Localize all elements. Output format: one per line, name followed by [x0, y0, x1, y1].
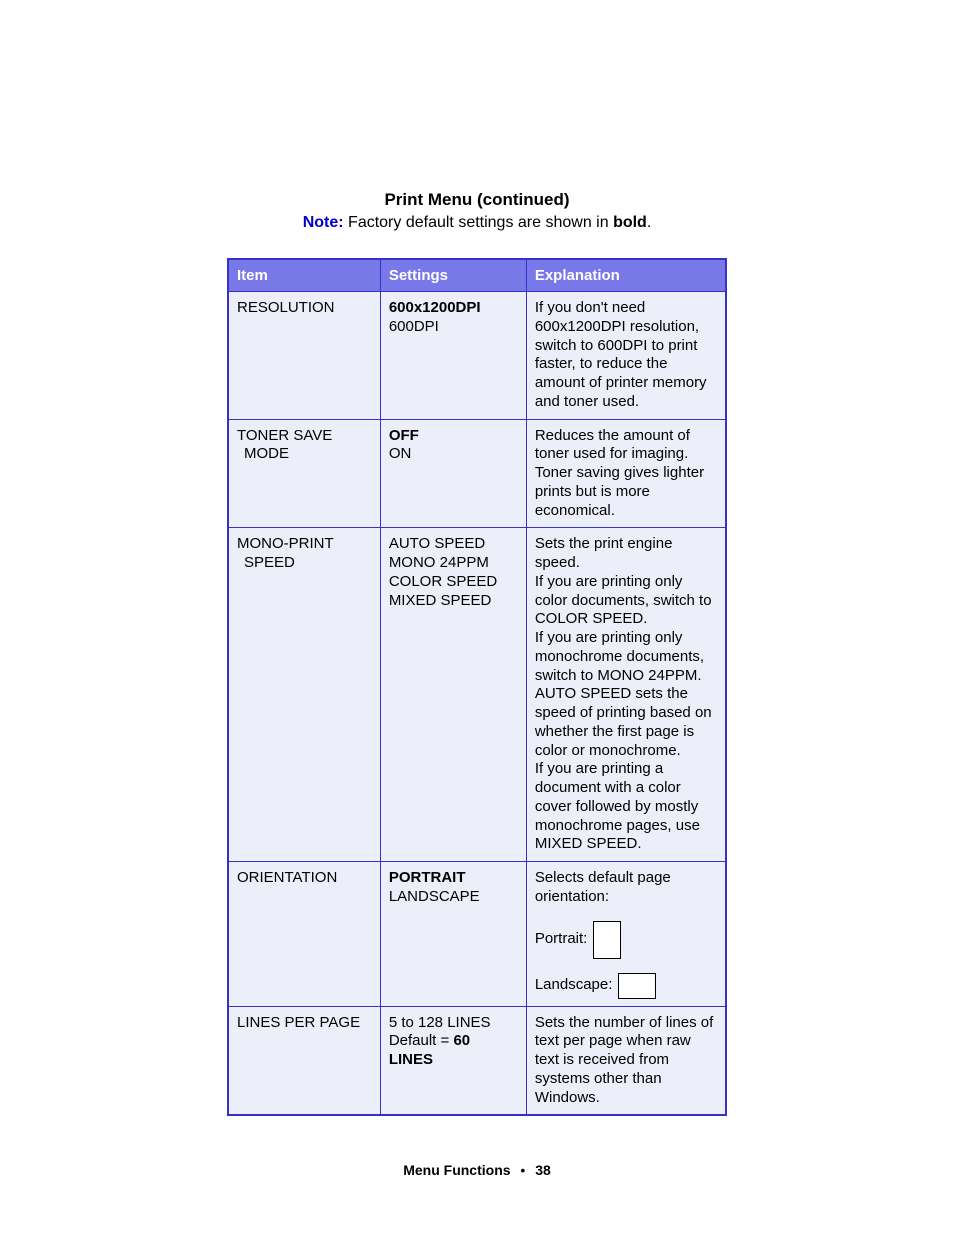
footer-separator: • [514, 1162, 531, 1178]
setting-default-label: Default = [389, 1032, 454, 1049]
exp-line: AUTO SPEED sets the speed of printing ba… [535, 685, 712, 758]
table-row: ORIENTATION PORTRAIT LANDSCAPE Selects d… [228, 862, 726, 1007]
cell-explanation-orientation: Selects default page orientation: Portra… [526, 862, 726, 1007]
col-header-item: Item [228, 259, 380, 292]
exp-line: If you are printing only color documents… [535, 573, 712, 628]
note-period: . [647, 214, 651, 231]
cell-settings-resolution: 600x1200DPI 600DPI [380, 292, 526, 420]
print-menu-table: Item Settings Explanation RESOLUTION 600… [227, 258, 727, 1116]
portrait-row: Portrait: [535, 921, 717, 959]
page-footer: Menu Functions • 38 [0, 1162, 954, 1178]
cell-item-orientation: ORIENTATION [228, 862, 380, 1007]
landscape-row: Landscape: [535, 973, 717, 999]
setting-option: COLOR SPEED [389, 573, 497, 590]
note-line: Note: Factory default settings are shown… [0, 214, 954, 232]
cell-settings-linesperpage: 5 to 128 LINES Default = 60 LINES [380, 1006, 526, 1115]
landscape-label: Landscape: [535, 976, 613, 995]
setting-default: OFF [389, 427, 419, 444]
cell-item-monoprint: MONO-PRINT SPEED [228, 528, 380, 862]
cell-item-tonersave: TONER SAVE MODE [228, 419, 380, 528]
table-row: LINES PER PAGE 5 to 128 LINES Default = … [228, 1006, 726, 1115]
cell-explanation-resolution: If you don't need 600x1200DPI resolution… [526, 292, 726, 420]
setting-option: MONO 24PPM [389, 554, 489, 571]
setting-option: AUTO SPEED [389, 535, 485, 552]
cell-item-linesperpage: LINES PER PAGE [228, 1006, 380, 1115]
exp-line: If you are printing a document with a co… [535, 760, 700, 852]
cell-explanation-tonersave: Reduces the amount of toner used for ima… [526, 419, 726, 528]
manual-page: Print Menu (continued) Note: Factory def… [0, 0, 954, 1178]
setting-range: 5 to 128 LINES [389, 1014, 491, 1031]
cell-settings-orientation: PORTRAIT LANDSCAPE [380, 862, 526, 1007]
setting-default: 600x1200DPI [389, 299, 481, 316]
col-header-explanation: Explanation [526, 259, 726, 292]
cell-explanation-monoprint: Sets the print engine speed. If you are … [526, 528, 726, 862]
landscape-icon [618, 973, 656, 999]
cell-settings-tonersave: OFF ON [380, 419, 526, 528]
cell-explanation-linesperpage: Sets the number of lines of text per pag… [526, 1006, 726, 1115]
exp-line: Sets the print engine speed. [535, 535, 673, 571]
col-header-settings: Settings [380, 259, 526, 292]
item-line2: SPEED [237, 554, 372, 573]
setting-option: MIXED SPEED [389, 592, 492, 609]
exp-line: If you are printing only monochrome docu… [535, 629, 704, 684]
table-row: RESOLUTION 600x1200DPI 600DPI If you don… [228, 292, 726, 420]
setting-option: LANDSCAPE [389, 888, 480, 905]
footer-section: Menu Functions [403, 1162, 510, 1178]
cell-settings-monoprint: AUTO SPEED MONO 24PPM COLOR SPEED MIXED … [380, 528, 526, 862]
section-title: Print Menu (continued) [0, 190, 954, 210]
note-bold-word: bold [613, 214, 647, 231]
setting-default: PORTRAIT [389, 869, 466, 886]
portrait-icon [593, 921, 621, 959]
table-row: TONER SAVE MODE OFF ON Reduces the amoun… [228, 419, 726, 528]
setting-option: ON [389, 445, 412, 462]
item-line2: MODE [237, 445, 372, 464]
table-row: MONO-PRINT SPEED AUTO SPEED MONO 24PPM C… [228, 528, 726, 862]
item-line1: MONO-PRINT [237, 535, 334, 552]
note-label: Note: [303, 214, 344, 231]
setting-option: 600DPI [389, 318, 439, 335]
orientation-intro: Selects default page orientation: [535, 869, 671, 905]
note-text: Factory default settings are shown in [344, 214, 613, 231]
footer-page-number: 38 [535, 1162, 551, 1178]
cell-item-resolution: RESOLUTION [228, 292, 380, 420]
table-header-row: Item Settings Explanation [228, 259, 726, 292]
portrait-label: Portrait: [535, 930, 588, 949]
item-line1: TONER SAVE [237, 427, 332, 444]
